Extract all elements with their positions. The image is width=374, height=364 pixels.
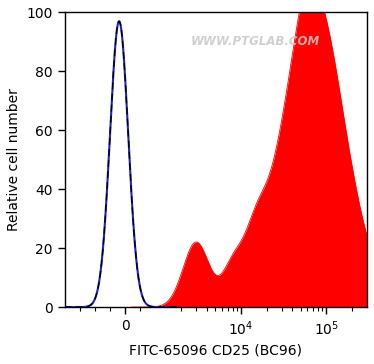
Y-axis label: Relative cell number: Relative cell number: [7, 88, 21, 231]
Text: WWW.PTGLAB.COM: WWW.PTGLAB.COM: [190, 35, 320, 48]
X-axis label: FITC-65096 CD25 (BC96): FITC-65096 CD25 (BC96): [129, 343, 302, 357]
